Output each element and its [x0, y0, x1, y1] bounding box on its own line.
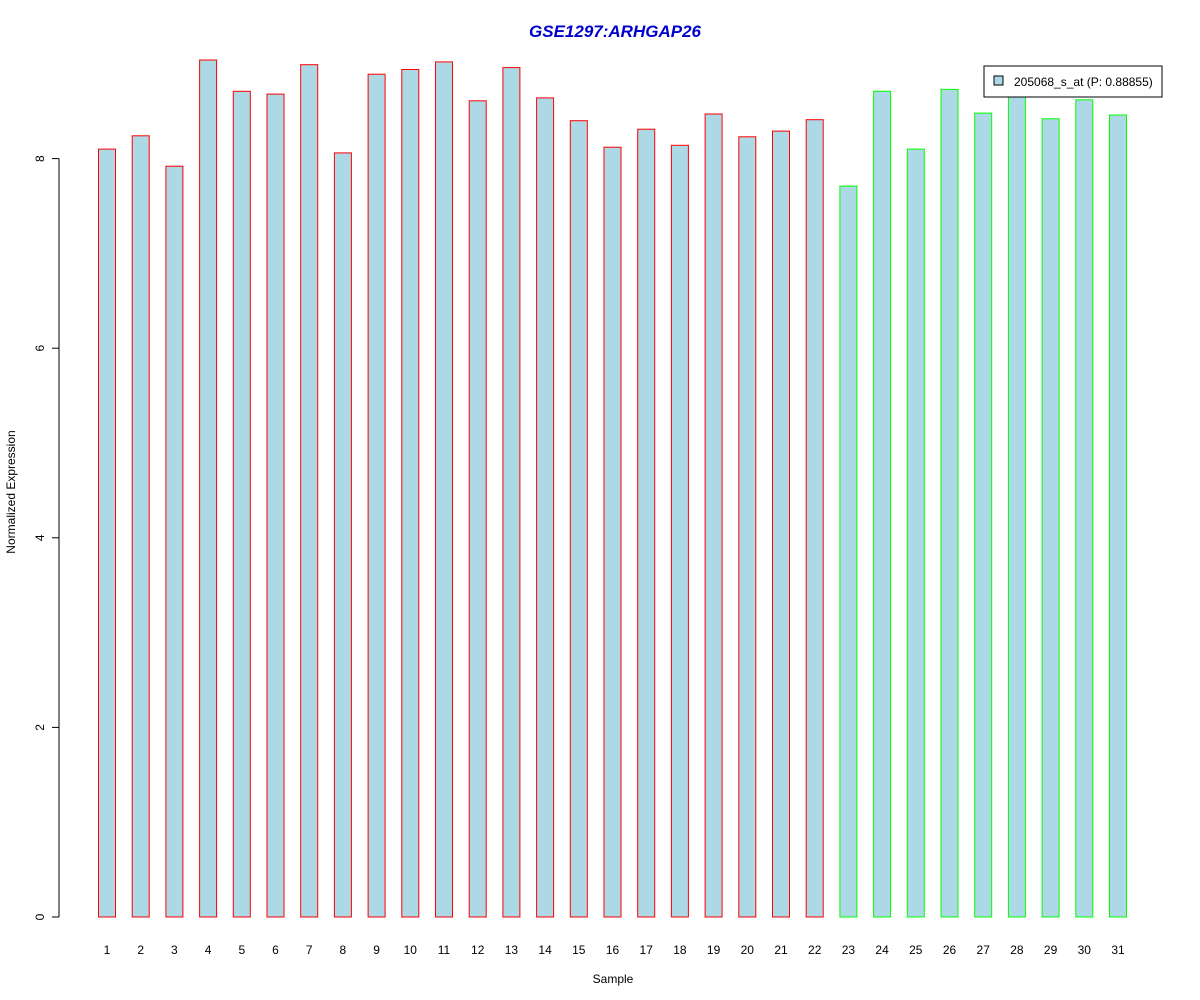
x-tick-label: 16	[606, 943, 620, 957]
x-axis-label: Sample	[593, 972, 634, 986]
x-tick-label: 29	[1044, 943, 1058, 957]
x-tick-label: 5	[238, 943, 245, 957]
bar	[569, 120, 588, 918]
y-tick-label: 2	[33, 724, 47, 731]
x-tick-label: 26	[943, 943, 957, 957]
bar	[738, 136, 757, 918]
x-tick-label: 18	[673, 943, 687, 957]
x-tick-label: 6	[272, 943, 279, 957]
bar	[1041, 118, 1060, 918]
x-tick-label: 11	[438, 943, 451, 957]
bar	[873, 90, 892, 918]
x-tick-label: 9	[373, 943, 380, 957]
bar	[1075, 99, 1094, 918]
x-tick-label: 10	[404, 943, 418, 957]
y-tick-label: 6	[33, 345, 47, 352]
bar	[266, 93, 285, 918]
x-tick-label: 21	[774, 943, 788, 957]
x-tick-label: 1	[104, 943, 111, 957]
bar	[704, 113, 723, 918]
bar	[232, 90, 251, 918]
legend-swatch	[993, 75, 1004, 86]
bar	[131, 135, 150, 918]
x-tick-label: 7	[306, 943, 313, 957]
x-tick-label: 14	[538, 943, 552, 957]
bar	[637, 128, 656, 918]
y-axis-label: Normalized Expression	[4, 430, 18, 553]
bar	[333, 152, 352, 918]
x-tick-label: 15	[572, 943, 586, 957]
legend: 205068_s_at (P: 0.88855)	[983, 65, 1163, 98]
bar	[435, 61, 453, 918]
bar	[367, 73, 386, 918]
bar	[98, 148, 116, 918]
bar	[670, 144, 689, 918]
y-axis: 0 2 4 6 8	[33, 155, 60, 920]
legend-label: 205068_s_at (P: 0.88855)	[1014, 75, 1153, 89]
x-tick-label: 20	[741, 943, 755, 957]
y-tick-label: 4	[33, 534, 47, 541]
x-tick-label: 27	[977, 943, 991, 957]
y-tick-label: 8	[33, 155, 47, 162]
bar	[772, 130, 790, 918]
legend-box	[983, 65, 1163, 98]
x-tick-label: 28	[1010, 943, 1024, 957]
x-tick-label: 22	[808, 943, 822, 957]
bar	[1109, 114, 1127, 918]
x-tick-label: 8	[340, 943, 347, 957]
x-tick-label: 24	[875, 943, 889, 957]
bar	[401, 69, 420, 918]
bar	[502, 67, 521, 918]
bar	[805, 119, 824, 918]
x-tick-label: 2	[137, 943, 144, 957]
x-tick-label: 12	[471, 943, 485, 957]
x-tick-label: 3	[171, 943, 178, 957]
x-tick-label: 23	[842, 943, 856, 957]
x-tick-label: 13	[505, 943, 519, 957]
x-tick-labels: 1 2 3 4 5 6 7 8 9 10 11 12 13 14 15 16 17 18 19 20 21 22 23 24 2…	[104, 943, 1125, 957]
bar	[974, 112, 993, 918]
x-tick-label: 30	[1078, 943, 1092, 957]
bar	[165, 165, 184, 918]
chart-title: GSE1297:ARHGAP26	[529, 22, 702, 41]
x-tick-label: 4	[205, 943, 212, 957]
bar	[1007, 93, 1026, 918]
bar	[468, 100, 487, 918]
x-tick-label: 25	[909, 943, 923, 957]
x-tick-label: 17	[640, 943, 654, 957]
bar	[906, 148, 925, 918]
bar	[536, 97, 555, 918]
bar	[199, 59, 218, 918]
x-tick-label: 31	[1111, 943, 1125, 957]
y-tick-label: 0	[33, 913, 47, 920]
bar	[603, 146, 622, 918]
bars	[98, 59, 1127, 918]
bar	[940, 88, 959, 918]
bar	[839, 185, 858, 918]
bar	[300, 64, 319, 918]
x-tick-label: 19	[707, 943, 721, 957]
